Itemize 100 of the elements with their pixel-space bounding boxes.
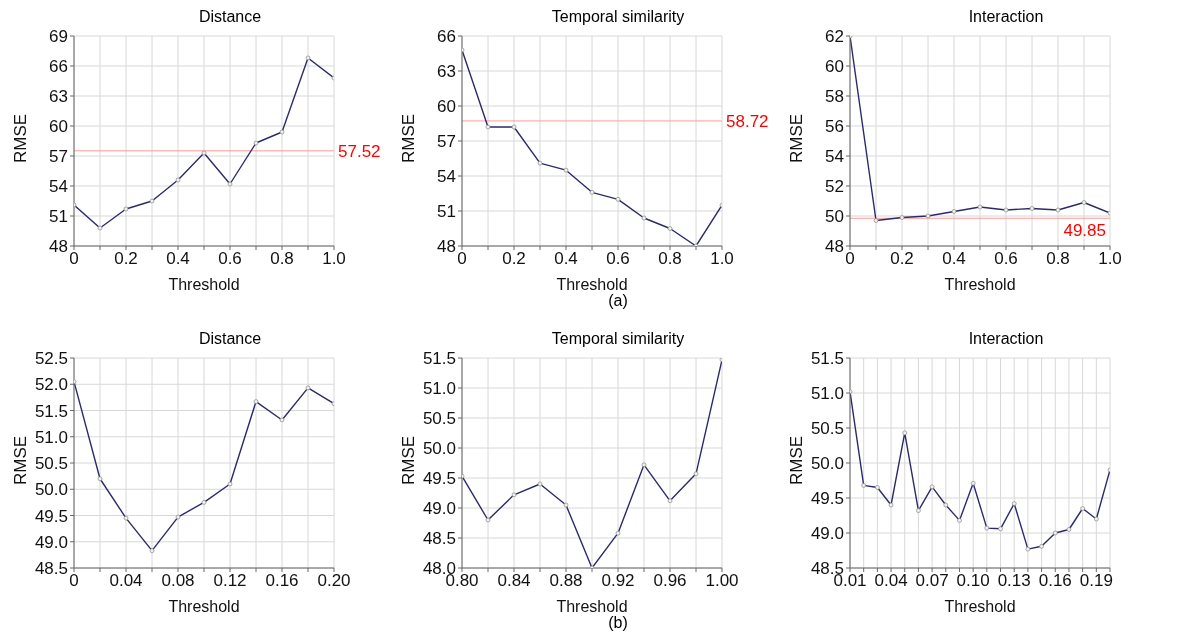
text: (b) (607, 614, 629, 632)
chart-title: Interaction (967, 8, 1045, 27)
y-tick-label: 52.0 (34, 375, 68, 395)
x-tick-label: 0.04 (874, 571, 908, 591)
y-tick-label: 54 (49, 177, 68, 197)
x-tick-label: 0 (69, 571, 79, 591)
x-tick-label: 0.04 (109, 571, 143, 591)
y-tick-label: 51.5 (810, 349, 844, 369)
y-tick-label: 66 (437, 27, 456, 47)
y-tick-label: 63 (437, 62, 456, 82)
y-tick-label: 49.5 (422, 469, 456, 489)
y-tick-label: 51.5 (34, 401, 68, 421)
x-axis-title: Threshold (168, 276, 240, 293)
text: (a) (607, 292, 629, 310)
x-tick-label: 0.20 (317, 571, 351, 591)
x-tick-label: 0.6 (218, 249, 242, 269)
x-tick-label: 1.0 (322, 249, 346, 269)
chart-title: Interaction (967, 330, 1045, 349)
y-tick-label: 62 (825, 27, 844, 47)
y-tick-label: 50.0 (34, 480, 68, 500)
y-axis-title: RMSE (399, 435, 419, 485)
x-axis-title: Threshold (556, 598, 628, 615)
y-axis-title: RMSE (11, 435, 31, 485)
ref-line-label: 58.72 (726, 111, 769, 131)
y-tick-label: 56 (825, 117, 844, 137)
chart-title: Temporal similarity (550, 330, 686, 349)
chart-title: Distance (197, 330, 263, 349)
x-tick-label: 0.8 (1046, 249, 1070, 269)
x-tick-label: 0 (845, 249, 855, 269)
y-tick-label: 51.0 (34, 427, 68, 447)
y-tick-label: 50.5 (810, 419, 844, 439)
x-tick-label: 0.10 (956, 571, 990, 591)
y-tick-label: 58 (825, 87, 844, 107)
y-tick-label: 51.0 (422, 379, 456, 399)
x-tick-label: 0 (69, 249, 79, 269)
y-tick-label: 50.0 (810, 454, 844, 474)
x-tick-label: 0.19 (1079, 571, 1113, 591)
y-tick-label: 48 (825, 237, 844, 257)
y-tick-label: 49.5 (34, 506, 68, 526)
x-tick-label: 1.0 (710, 249, 734, 269)
ref-line-label: 57.52 (338, 141, 381, 161)
x-tick-label: 0.4 (942, 249, 966, 269)
x-tick-label: 0.8 (658, 249, 682, 269)
y-axis-title: RMSE (787, 113, 807, 163)
x-tick-label: 0.8 (270, 249, 294, 269)
y-axis-title: RMSE (11, 113, 31, 163)
y-axis-title: RMSE (787, 435, 807, 485)
x-tick-label: 0.84 (497, 571, 531, 591)
y-tick-label: 60 (49, 117, 68, 137)
chart-title: Temporal similarity (550, 8, 686, 27)
x-axis-title: Threshold (168, 598, 240, 615)
y-tick-label: 52.5 (34, 349, 68, 369)
y-tick-label: 51 (49, 207, 68, 227)
x-tick-label: 0.08 (161, 571, 195, 591)
y-tick-label: 60 (437, 97, 456, 117)
x-tick-label: 0.16 (265, 571, 299, 591)
x-tick-label: 0.2 (502, 249, 526, 269)
x-tick-label: 0.2 (890, 249, 914, 269)
y-tick-label: 54 (437, 167, 456, 187)
y-tick-label: 57 (437, 132, 456, 152)
y-tick-label: 49.0 (810, 524, 844, 544)
y-tick-label: 51 (437, 202, 456, 222)
x-tick-label: 1.0 (1098, 249, 1122, 269)
x-tick-label: 0 (457, 249, 467, 269)
y-tick-label: 52 (825, 177, 844, 197)
y-tick-label: 51.0 (810, 384, 844, 404)
y-tick-label: 66 (49, 57, 68, 77)
x-axis-title: Threshold (944, 276, 1016, 293)
y-tick-label: 50.5 (34, 454, 68, 474)
y-tick-label: 57 (49, 147, 68, 167)
y-axis-title: RMSE (399, 113, 419, 163)
x-tick-label: 0.96 (653, 571, 687, 591)
y-tick-label: 54 (825, 147, 844, 167)
x-axis-title: Threshold (944, 598, 1016, 615)
y-tick-label: 63 (49, 87, 68, 107)
x-tick-label: 0.92 (601, 571, 635, 591)
x-tick-label: 0.07 (915, 571, 949, 591)
x-tick-label: 0.12 (213, 571, 247, 591)
ref-line-label: 49.85 (1063, 221, 1106, 241)
y-tick-label: 50.5 (422, 409, 456, 429)
y-tick-label: 50.0 (422, 439, 456, 459)
x-tick-label: 0.13 (997, 571, 1031, 591)
x-tick-label: 0.2 (114, 249, 138, 269)
y-tick-label: 48 (437, 237, 456, 257)
x-tick-label: 0.4 (166, 249, 190, 269)
x-tick-label: 0.6 (606, 249, 630, 269)
y-tick-label: 51.5 (422, 349, 456, 369)
y-tick-label: 60 (825, 57, 844, 77)
y-tick-label: 49.0 (34, 532, 68, 552)
y-tick-label: 50 (825, 207, 844, 227)
y-tick-label: 49.0 (422, 499, 456, 519)
x-tick-label: 1.00 (705, 571, 739, 591)
y-tick-label: 48.5 (422, 529, 456, 549)
x-tick-label: 0.4 (554, 249, 578, 269)
chart-title: Distance (197, 8, 263, 27)
y-tick-label: 49.5 (810, 489, 844, 509)
y-tick-label: 48 (49, 237, 68, 257)
y-tick-label: 48.5 (34, 559, 68, 579)
x-tick-label: 0.16 (1038, 571, 1072, 591)
x-tick-label: 0.88 (549, 571, 583, 591)
